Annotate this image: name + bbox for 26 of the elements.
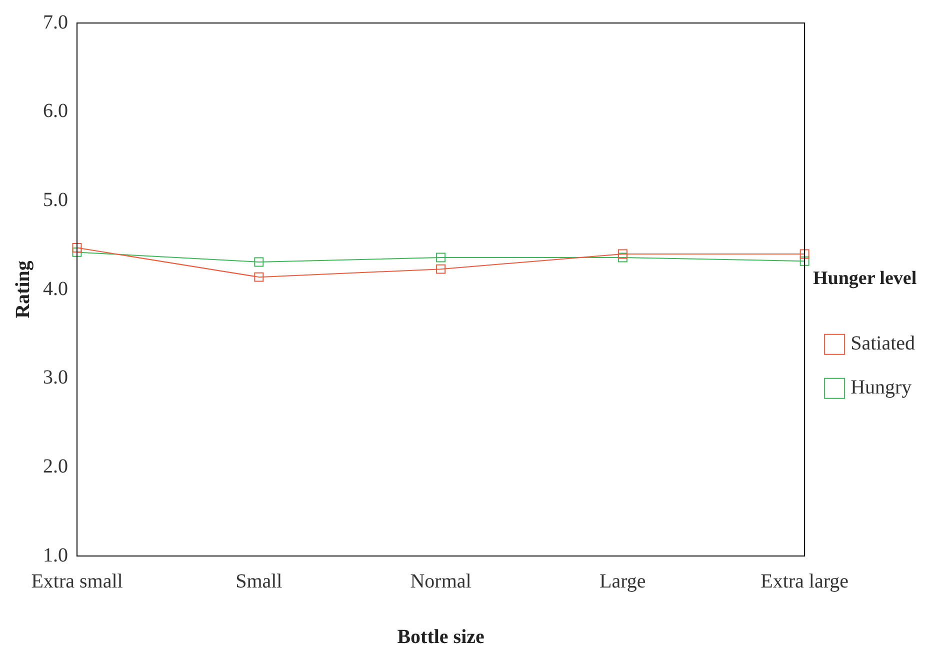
x-axis-title: Bottle size xyxy=(397,626,485,648)
y-tick-label: 1.0 xyxy=(43,544,68,566)
x-tick-label: Small xyxy=(236,570,283,592)
legend-title: Hunger level xyxy=(812,268,917,290)
point xyxy=(618,252,628,262)
x-tick-label: Large xyxy=(600,570,646,592)
x-tick-label: Extra small xyxy=(31,570,124,592)
point xyxy=(800,249,810,259)
x-tick-label: Extra large xyxy=(760,570,849,592)
point xyxy=(254,272,264,282)
legend-label: Hungry xyxy=(850,376,912,399)
y-tick-label: 2.0 xyxy=(43,455,68,478)
point xyxy=(618,249,628,259)
point xyxy=(436,252,446,262)
y-axis-title: Rating xyxy=(12,260,34,318)
y-tick-label: 6.0 xyxy=(43,100,68,122)
point xyxy=(72,243,82,252)
point xyxy=(436,264,446,274)
y-tick-label: 4.0 xyxy=(43,278,68,300)
legend-label: Satiated xyxy=(850,332,916,355)
x-tick-label: Normal xyxy=(410,570,472,592)
point xyxy=(800,256,810,266)
y-tick-label: 3.0 xyxy=(43,366,68,389)
y-tick-label: 5.0 xyxy=(43,188,68,211)
point xyxy=(254,257,264,267)
y-tick-label: 7.0 xyxy=(43,11,68,34)
